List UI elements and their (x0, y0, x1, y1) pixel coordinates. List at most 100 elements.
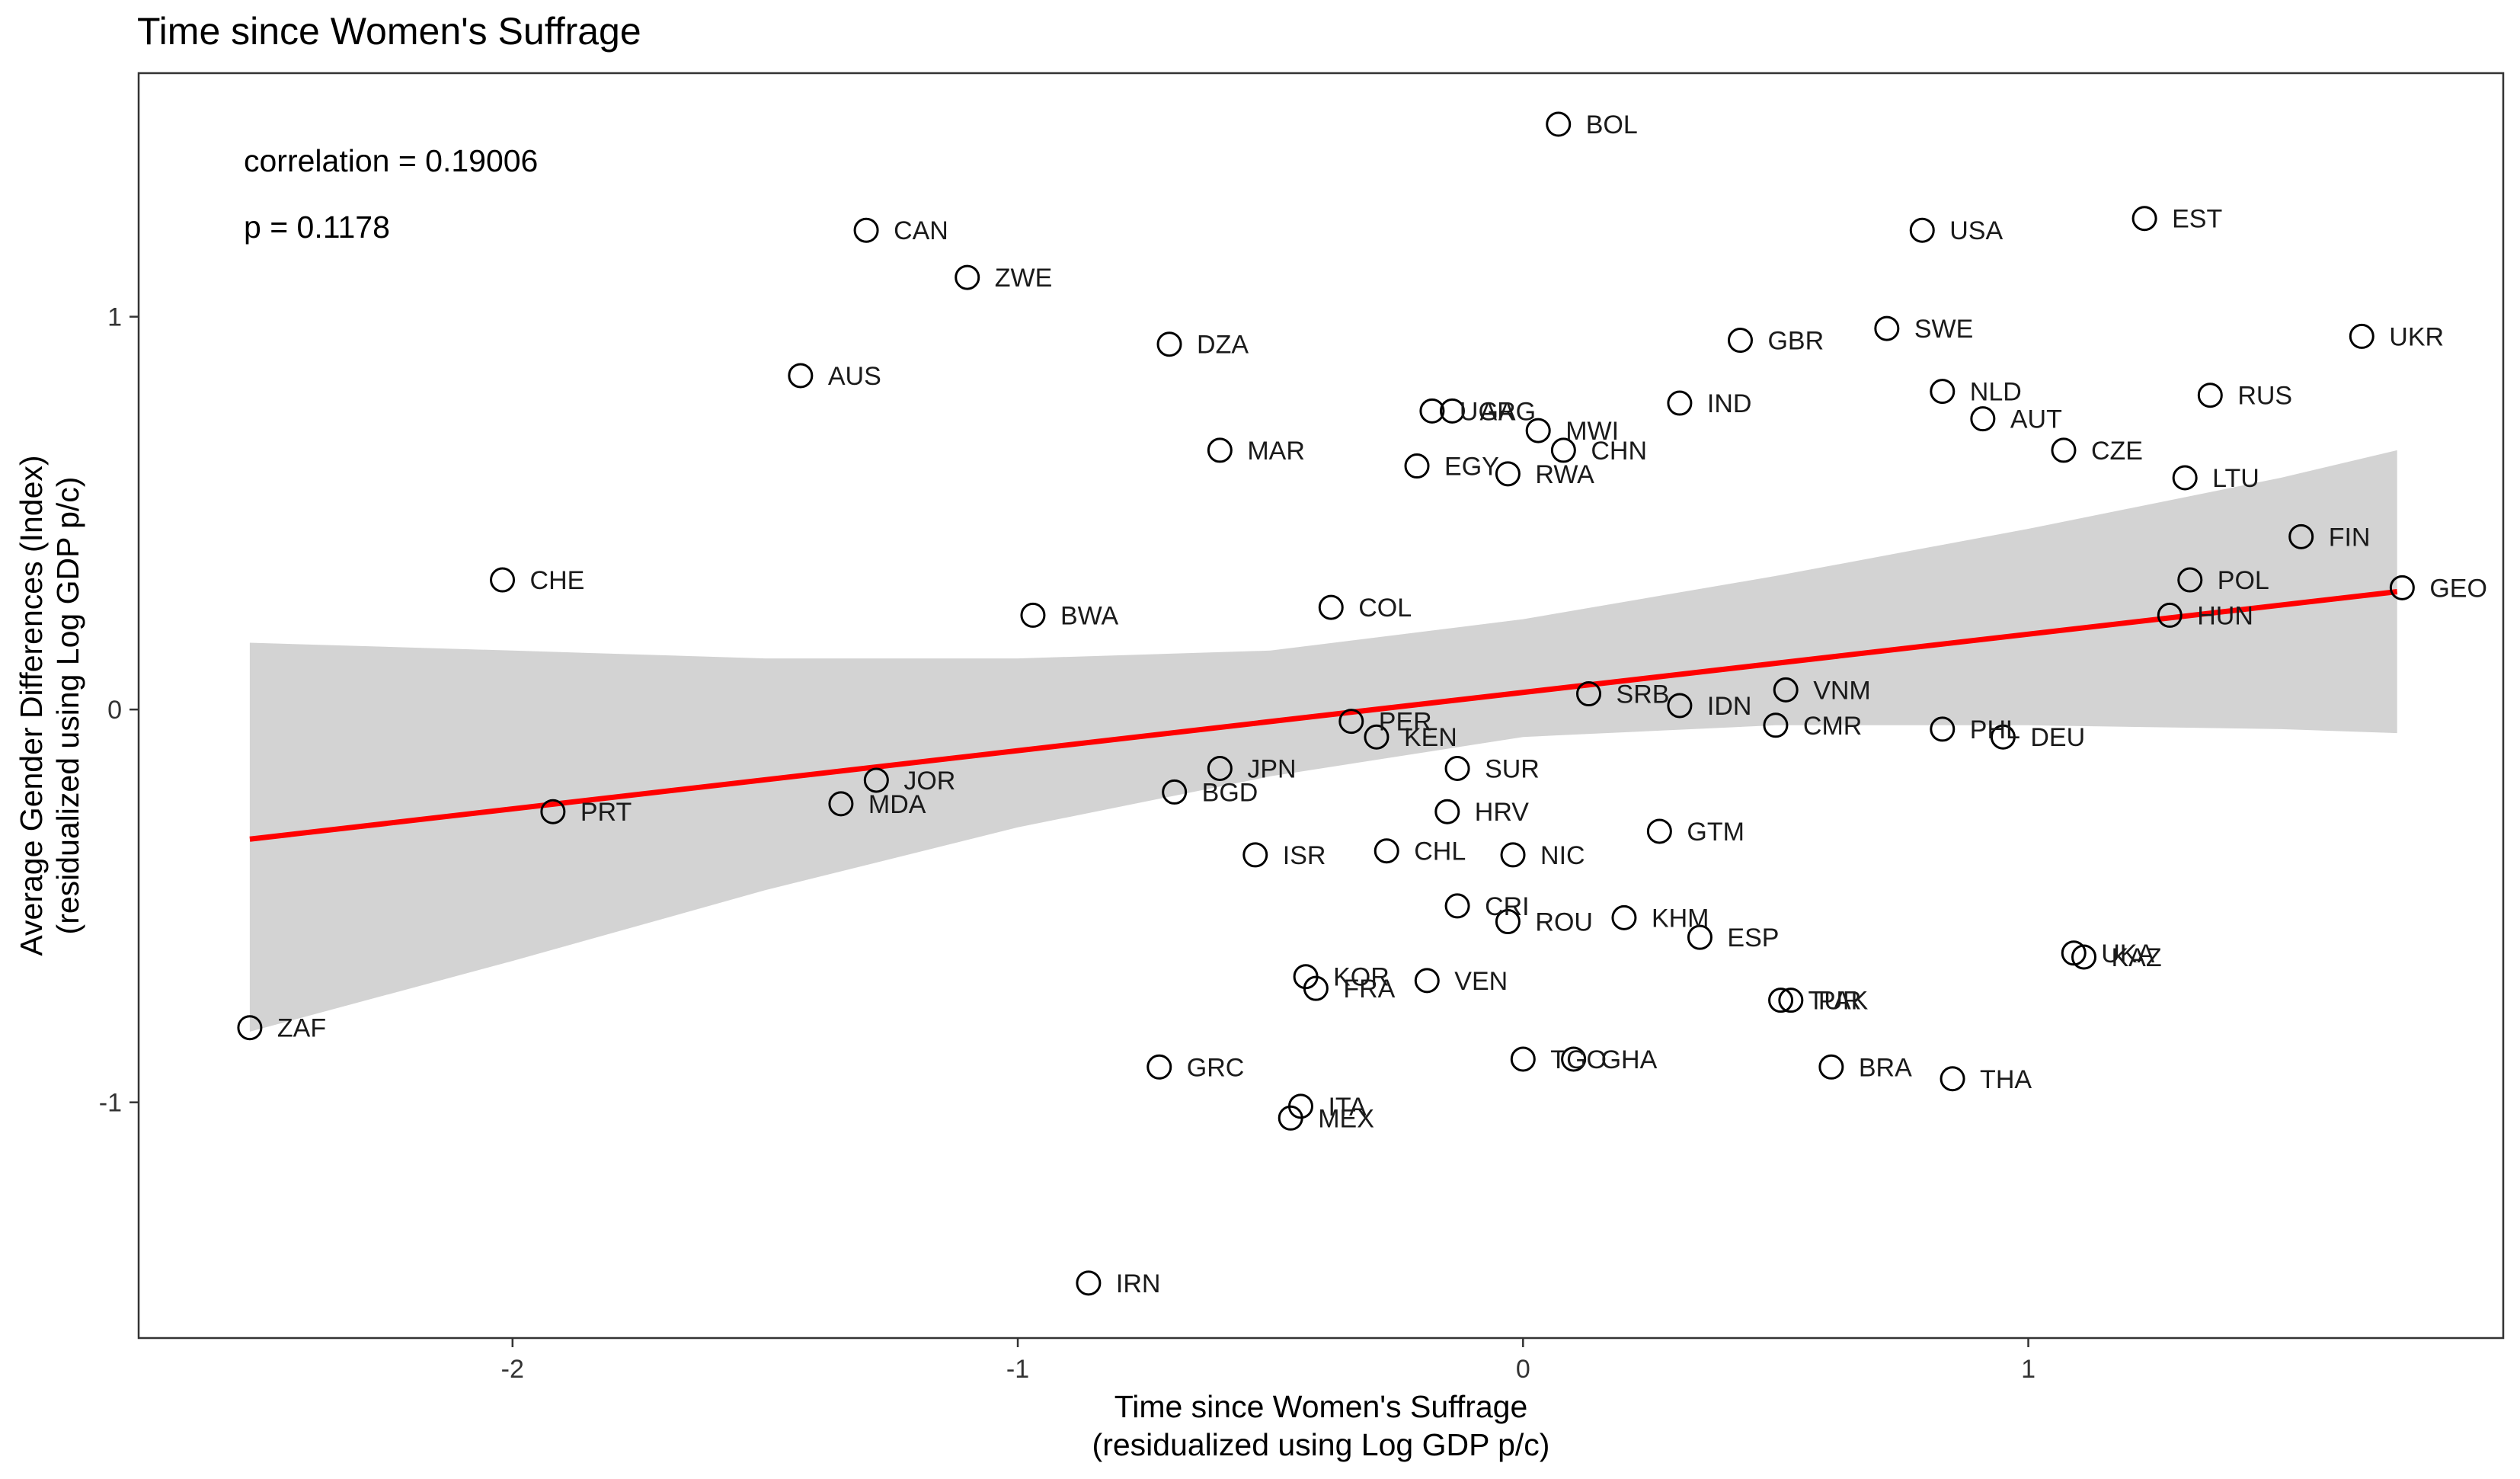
point-arg (1439, 398, 1465, 424)
point-label-prt: PRT (580, 798, 632, 827)
point-label-geo: GEO (2429, 574, 2487, 603)
point-tgo (1510, 1046, 1536, 1072)
point-label-mex: MEX (1318, 1104, 1374, 1133)
x-axis-title: Time since Women's Suffrage (1114, 1389, 1528, 1424)
point-mda (828, 791, 854, 817)
p-value-annotation: p = 0.1178 (244, 210, 390, 245)
point-label-jor: JOR (903, 767, 955, 796)
point-label-gha: GHA (1601, 1045, 1658, 1074)
point-cmr (1763, 712, 1789, 738)
point-label-cmr: CMR (1803, 712, 1862, 741)
point-label-ven: VEN (1454, 967, 1508, 996)
point-est (2131, 206, 2157, 232)
x-axis: -2 -1 0 1 (501, 1338, 2036, 1384)
y-tick-label: -1 (99, 1089, 122, 1118)
point-label-mwi: MWI (1565, 417, 1619, 446)
point-irn (1076, 1270, 1102, 1296)
point-label-aut: AUT (2010, 405, 2062, 434)
point-dza (1156, 331, 1182, 357)
point-label-ind: IND (1707, 389, 1752, 418)
point-col (1318, 594, 1344, 620)
point-label-arg: ARG (1479, 397, 1536, 426)
point-sur (1444, 755, 1470, 781)
point-label-aus: AUS (828, 362, 881, 391)
x-tick-label: -1 (1006, 1355, 1029, 1384)
point-label-vnm: VNM (1813, 676, 1871, 705)
point-grc (1146, 1054, 1172, 1080)
point-label-nld: NLD (1970, 378, 2022, 407)
point-label-tgo: TGO (1550, 1045, 1607, 1074)
point-label-rus: RUS (2237, 382, 2292, 411)
point-label-idn: IDN (1707, 692, 1752, 721)
point-label-tur: TUR (1808, 987, 1862, 1016)
point-label-swe: SWE (1914, 315, 1973, 344)
point-label-sur: SUR (1485, 754, 1540, 783)
point-label-chn: CHN (1591, 437, 1647, 466)
point-hrv (1434, 799, 1460, 824)
point-ltu (2172, 465, 2198, 491)
point-can (853, 217, 879, 243)
point-pak (1778, 988, 1804, 1013)
point-label-chl: CHL (1414, 837, 1466, 866)
point-idn (1667, 693, 1693, 719)
point-srb (1576, 681, 1602, 707)
point-bra (1818, 1054, 1844, 1080)
x-axis-subtitle: (residualized using Log GDP p/c) (1092, 1427, 1550, 1462)
point-label-est: EST (2172, 205, 2222, 234)
point-bol (1546, 111, 1572, 137)
point-esp (1687, 924, 1713, 950)
point-label-isr: ISR (1283, 841, 1326, 870)
y-axis: -1 0 1 (99, 303, 139, 1118)
point-label-rou: ROU (1535, 908, 1593, 937)
point-label-phl: PHL (1970, 715, 2020, 744)
point-label-fin: FIN (2329, 523, 2371, 552)
confidence-band-layer (249, 450, 2397, 1032)
point-label-irn: IRN (1116, 1269, 1161, 1298)
point-tur (1768, 988, 1794, 1013)
point-usa (1909, 217, 1935, 243)
point-fra (1303, 975, 1329, 1001)
point-deu (1990, 724, 2016, 750)
point-label-kor: KOR (1333, 963, 1390, 992)
point-khm (1611, 904, 1637, 930)
point-uga (1419, 398, 1445, 424)
point-label-hrv: HRV (1475, 798, 1529, 827)
point-isr (1242, 842, 1268, 868)
point-label-che: CHE (530, 566, 585, 595)
point-mar (1207, 437, 1233, 463)
point-ind (1667, 390, 1693, 416)
point-mwi (1525, 418, 1551, 443)
point-label-bwa: BWA (1060, 601, 1119, 630)
point-label-usa: USA (1949, 216, 2003, 245)
point-chl (1374, 838, 1399, 864)
point-rus (2197, 383, 2223, 408)
point-egy (1404, 453, 1430, 479)
point-jor (863, 767, 889, 793)
point-gtm (1646, 818, 1672, 844)
point-label-jpn: JPN (1247, 754, 1296, 783)
point-zwe (955, 264, 980, 290)
point-nic (1500, 842, 1526, 868)
point-label-esp: ESP (1727, 924, 1779, 952)
regression-line (249, 589, 2398, 842)
y-axis-subtitle: (residualized using Log GDP p/c) (50, 477, 85, 935)
point-uka (2061, 940, 2087, 966)
plot-frame (137, 72, 2505, 1340)
point-cze (2051, 437, 2077, 463)
point-gha (1561, 1046, 1587, 1072)
y-tick-label: 0 (107, 696, 122, 725)
point-vnm (1773, 677, 1799, 703)
x-tick-label: -2 (501, 1355, 524, 1384)
point-label-per: PER (1379, 708, 1432, 737)
point-label-gbr: GBR (1767, 327, 1824, 356)
point-aut (1970, 406, 1996, 432)
point-label-grc: GRC (1187, 1053, 1245, 1082)
point-label-bol: BOL (1586, 110, 1638, 139)
point-fin (2288, 523, 2314, 549)
point-label-cri: CRI (1485, 892, 1530, 921)
y-tick-label: 1 (107, 303, 122, 332)
chart-title: Time since Women's Suffrage (137, 10, 641, 53)
x-tick-label: 0 (1516, 1355, 1530, 1384)
